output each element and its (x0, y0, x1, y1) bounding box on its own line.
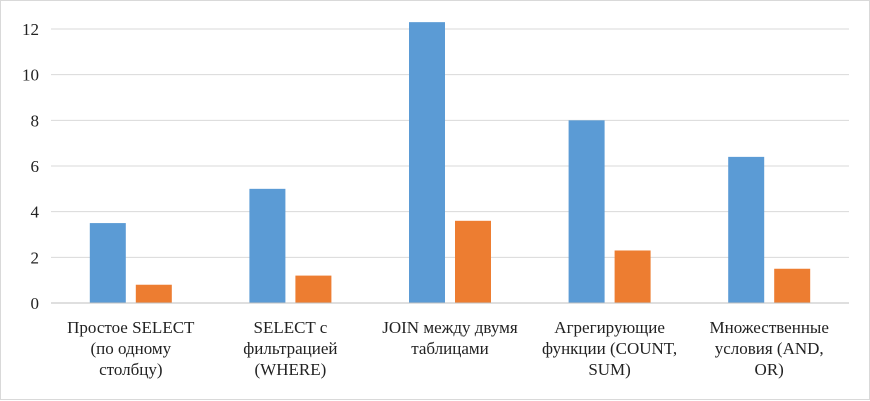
x-category-label-line: столбцу) (99, 360, 162, 379)
y-tick-label: 12 (22, 20, 39, 39)
y-tick-label: 0 (31, 294, 40, 313)
bar-series2-cat1 (135, 284, 172, 303)
bar-series2-cat2 (295, 275, 332, 303)
x-category-label: Множественные условия (AND, OR) (710, 318, 829, 379)
bar-series1-cat2 (249, 188, 286, 303)
bar-series1-cat4 (568, 120, 605, 303)
x-category-label: JOIN между двумя таблицами (382, 318, 518, 358)
x-category-label-line: OR) (755, 360, 784, 379)
x-category-label-line: SELECT с (253, 318, 327, 337)
x-category-label-line: таблицами (411, 339, 489, 358)
x-category-label-line: SUM) (588, 360, 631, 379)
bar-series2-cat4 (614, 250, 651, 303)
bar-series2-cat3 (455, 220, 491, 303)
y-tick-label: 8 (31, 111, 40, 130)
y-tick-label: 4 (31, 203, 40, 222)
y-tick-label: 6 (31, 157, 40, 176)
x-category-label: Агрегирующие функции (COUNT, SUM) (542, 318, 677, 379)
y-tick-label: 2 (31, 248, 40, 267)
x-category-label-line: фильтрацией (243, 339, 337, 358)
x-category-label-line: Агрегирующие (554, 318, 665, 337)
x-category-label-line: (по одному (90, 339, 171, 358)
x-category-label-line: условия (AND, (715, 339, 824, 358)
x-category-label-line: JOIN между двумя (382, 318, 518, 337)
x-category-label: SELECT с фильтрацией (WHERE) (243, 318, 337, 379)
x-category-label-line: Простое SELECT (67, 318, 195, 337)
bar-series1-cat1 (89, 223, 126, 303)
bar-series1-cat3 (409, 22, 445, 304)
bar-series2-cat5 (774, 268, 811, 303)
x-category-label: Простое SELECT (по одному столбцу) (67, 318, 195, 379)
x-category-label-line: функции (COUNT, (542, 339, 677, 358)
bar-series1-cat5 (728, 156, 765, 303)
y-tick-label: 10 (22, 66, 39, 85)
x-category-label-line: Множественные (710, 318, 829, 337)
x-category-label-line: (WHERE) (255, 360, 327, 379)
